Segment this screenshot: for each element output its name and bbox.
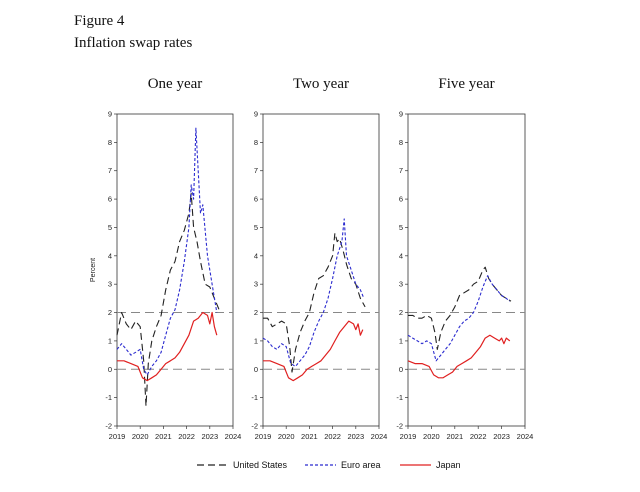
panel-title: One year bbox=[148, 76, 203, 92]
y-tick-label: 7 bbox=[399, 166, 403, 175]
panel-title: Five year bbox=[438, 76, 494, 92]
series-line-euro bbox=[262, 218, 365, 367]
y-tick-label: 1 bbox=[399, 336, 403, 345]
y-tick-label: 2 bbox=[399, 308, 403, 317]
y-tick-label: 8 bbox=[399, 138, 403, 147]
x-tick-label: 2019 bbox=[255, 432, 272, 441]
legend: United States Euro area Japan bbox=[197, 460, 461, 470]
y-tick-label: 1 bbox=[108, 336, 112, 345]
y-tick-label: 9 bbox=[254, 110, 258, 119]
x-tick-label: 2023 bbox=[347, 432, 364, 441]
x-tick-label: 2019 bbox=[400, 432, 417, 441]
y-tick-label: -1 bbox=[105, 393, 112, 402]
y-tick-label: -1 bbox=[396, 393, 403, 402]
y-tick-label: 3 bbox=[399, 280, 403, 289]
y-tick-label: 8 bbox=[254, 138, 258, 147]
series-line-japan bbox=[117, 311, 218, 382]
x-tick-label: 2024 bbox=[225, 432, 242, 441]
y-tick-label: -1 bbox=[251, 393, 258, 402]
y-tick-label: 5 bbox=[399, 223, 403, 232]
x-tick-label: 2022 bbox=[470, 432, 487, 441]
plot-frame bbox=[262, 113, 380, 427]
y-tick-label: 0 bbox=[108, 365, 112, 374]
y-tick-label: -2 bbox=[396, 422, 403, 431]
series-line-japan bbox=[407, 334, 511, 379]
y-tick-label: 7 bbox=[108, 166, 112, 175]
series-line-us bbox=[263, 232, 366, 373]
y-tick-label: 0 bbox=[399, 365, 403, 374]
y-tick-label: 2 bbox=[254, 308, 258, 317]
y-tick-label: 4 bbox=[399, 251, 403, 260]
y-tick-label: 4 bbox=[108, 251, 112, 260]
series-line-euro bbox=[116, 127, 218, 376]
x-tick-label: 2020 bbox=[278, 432, 295, 441]
y-tick-label: 5 bbox=[254, 223, 258, 232]
y-tick-label: 4 bbox=[254, 251, 258, 260]
y-tick-label: -2 bbox=[105, 422, 112, 431]
x-tick-label: 2022 bbox=[178, 432, 195, 441]
x-tick-label: 2024 bbox=[517, 432, 534, 441]
y-tick-label: 3 bbox=[108, 280, 112, 289]
legend-label-euro: Euro area bbox=[341, 460, 381, 470]
legend-label-japan: Japan bbox=[436, 460, 461, 470]
x-tick-label: 2021 bbox=[155, 432, 172, 441]
y-tick-label: 2 bbox=[108, 308, 112, 317]
y-axis-label: Percent bbox=[90, 258, 97, 282]
x-tick-label: 2021 bbox=[446, 432, 463, 441]
y-tick-label: 6 bbox=[399, 195, 403, 204]
x-tick-label: 2023 bbox=[493, 432, 510, 441]
y-tick-label: 6 bbox=[108, 195, 112, 204]
x-tick-label: 2020 bbox=[132, 432, 149, 441]
y-tick-label: 0 bbox=[254, 365, 258, 374]
y-tick-label: 6 bbox=[254, 195, 258, 204]
figure-title: Inflation swap rates bbox=[74, 35, 193, 51]
x-tick-label: 2019 bbox=[109, 432, 126, 441]
x-tick-label: 2021 bbox=[301, 432, 318, 441]
x-tick-label: 2023 bbox=[201, 432, 218, 441]
y-tick-label: 3 bbox=[254, 280, 258, 289]
series-line-euro bbox=[407, 275, 511, 362]
plot-frame bbox=[407, 113, 526, 427]
series-line-us bbox=[408, 266, 512, 350]
chart-panel-2: Two year -2 -1 0 1 2 3 4 5 6 7 8 9 2019 2020 2021 2022 20… bbox=[251, 76, 387, 441]
chart-panel-1: One year -2 -1 0 1 2 3 4 5 6 7 8 9 2019 2020 2021 2022 20… bbox=[90, 76, 241, 441]
plot-frame bbox=[116, 113, 234, 427]
y-tick-label: 8 bbox=[108, 138, 112, 147]
figure-label: Figure 4 bbox=[74, 13, 125, 29]
y-tick-label: 5 bbox=[108, 223, 112, 232]
y-tick-label: 9 bbox=[399, 110, 403, 119]
x-tick-label: 2024 bbox=[371, 432, 388, 441]
x-tick-label: 2020 bbox=[423, 432, 440, 441]
x-tick-label: 2022 bbox=[324, 432, 341, 441]
y-tick-label: 1 bbox=[254, 336, 258, 345]
series-line-japan bbox=[263, 320, 364, 382]
y-tick-label: -2 bbox=[251, 422, 258, 431]
y-tick-label: 7 bbox=[254, 166, 258, 175]
y-tick-label: 9 bbox=[108, 110, 112, 119]
panel-title: Two year bbox=[293, 76, 349, 92]
series-line-us bbox=[116, 192, 220, 407]
chart-panel-3: Five year -2 -1 0 1 2 3 4 5 6 7 8 9 2019 2020 2021 2022 2… bbox=[396, 76, 533, 441]
legend-label-us: United States bbox=[233, 460, 288, 470]
